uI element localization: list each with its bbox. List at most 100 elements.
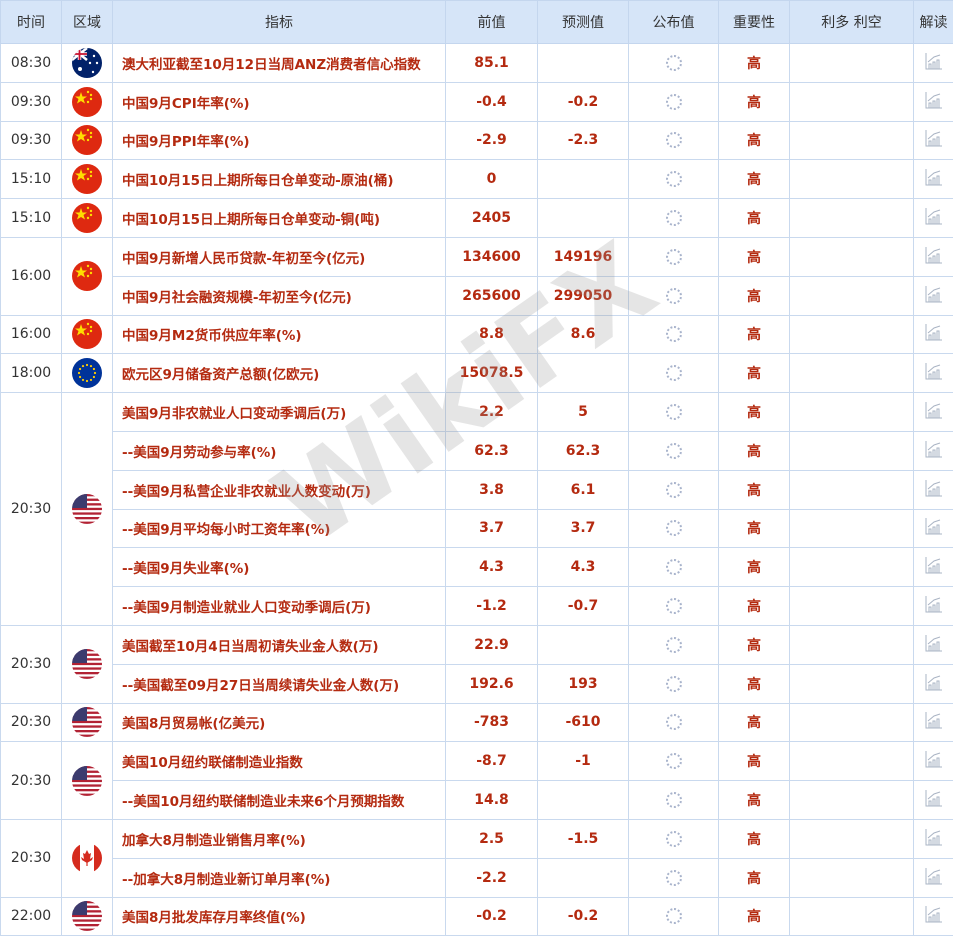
- importance: 高: [719, 354, 790, 393]
- importance: 高: [719, 742, 790, 781]
- importance: 高: [719, 44, 790, 83]
- indicator-name[interactable]: 中国9月社会融资规模-年初至今(亿元): [113, 276, 446, 315]
- chart-analysis-icon[interactable]: [925, 291, 943, 307]
- chart-analysis-icon[interactable]: [925, 640, 943, 656]
- eu-flag-icon: [72, 358, 102, 388]
- previous-value: 2.5: [446, 819, 538, 858]
- indicator-name[interactable]: 美国截至10月4日当周初请失业金人数(万): [113, 625, 446, 664]
- chart-analysis-icon[interactable]: [925, 717, 943, 733]
- indicator-name[interactable]: 中国10月15日上期所每日仓单变动-原油(桶): [113, 160, 446, 199]
- chart-analysis-icon[interactable]: [925, 252, 943, 268]
- impact-cell: [790, 431, 914, 470]
- loading-spinner-icon: [666, 404, 682, 420]
- chart-analysis-icon[interactable]: [925, 562, 943, 578]
- forecast-value: -0.2: [538, 897, 629, 936]
- chart-analysis-icon[interactable]: [925, 873, 943, 889]
- chart-analysis-icon[interactable]: [925, 911, 943, 927]
- indicator-name[interactable]: 中国9月CPI年率(%): [113, 82, 446, 121]
- china-flag-icon: [72, 87, 102, 117]
- loading-spinner-icon: [666, 210, 682, 226]
- canada-flag-icon: [72, 843, 102, 873]
- indicator-name[interactable]: 澳大利亚截至10月12日当周ANZ消费者信心指数: [113, 44, 446, 83]
- loading-spinner-icon: [666, 249, 682, 265]
- header-indicator: 指标: [113, 1, 446, 44]
- chart-analysis-icon[interactable]: [925, 368, 943, 384]
- importance: 高: [719, 82, 790, 121]
- importance: 高: [719, 858, 790, 897]
- chart-analysis-icon[interactable]: [925, 135, 943, 151]
- header-forecast: 预测值: [538, 1, 629, 44]
- previous-value: 2405: [446, 199, 538, 238]
- previous-value: 2.2: [446, 393, 538, 432]
- indicator-name[interactable]: 美国8月贸易帐(亿美元): [113, 703, 446, 742]
- chart-analysis-icon[interactable]: [925, 329, 943, 345]
- indicator-name[interactable]: 加拿大8月制造业销售月率(%): [113, 819, 446, 858]
- previous-value: 14.8: [446, 781, 538, 820]
- indicator-name[interactable]: --美国9月私营企业非农就业人数变动(万): [113, 470, 446, 509]
- chart-analysis-icon[interactable]: [925, 407, 943, 423]
- chart-analysis-icon[interactable]: [925, 523, 943, 539]
- indicator-name[interactable]: --美国截至09月27日当周续请失业金人数(万): [113, 664, 446, 703]
- importance: 高: [719, 548, 790, 587]
- previous-value: 134600: [446, 237, 538, 276]
- indicator-name[interactable]: --美国9月劳动参与率(%): [113, 431, 446, 470]
- impact-cell: [790, 509, 914, 548]
- chart-analysis-icon[interactable]: [925, 485, 943, 501]
- chart-analysis-icon[interactable]: [925, 795, 943, 811]
- china-flag-icon: [72, 125, 102, 155]
- indicator-name[interactable]: --美国9月制造业就业人口变动季调后(万): [113, 587, 446, 626]
- impact-cell: [790, 354, 914, 393]
- chart-analysis-icon[interactable]: [925, 174, 943, 190]
- loading-spinner-icon: [666, 714, 682, 730]
- event-time: 15:10: [1, 160, 62, 199]
- indicator-name[interactable]: 美国8月批发库存月率终值(%): [113, 897, 446, 936]
- chart-analysis-icon[interactable]: [925, 834, 943, 850]
- previous-value: -2.2: [446, 858, 538, 897]
- header-time: 时间: [1, 1, 62, 44]
- event-time: 20:30: [1, 393, 62, 626]
- chart-analysis-icon[interactable]: [925, 601, 943, 617]
- china-flag-icon: [72, 164, 102, 194]
- forecast-value: [538, 781, 629, 820]
- indicator-name[interactable]: 中国9月PPI年率(%): [113, 121, 446, 160]
- indicator-name[interactable]: 中国9月M2货币供应年率(%): [113, 315, 446, 354]
- loading-spinner-icon: [666, 482, 682, 498]
- chart-analysis-icon[interactable]: [925, 756, 943, 772]
- indicator-name[interactable]: 中国10月15日上期所每日仓单变动-铜(吨): [113, 199, 446, 238]
- chart-analysis-icon[interactable]: [925, 446, 943, 462]
- forecast-value: 6.1: [538, 470, 629, 509]
- chart-analysis-icon[interactable]: [925, 213, 943, 229]
- importance: 高: [719, 276, 790, 315]
- previous-value: 0: [446, 160, 538, 199]
- impact-cell: [790, 858, 914, 897]
- previous-value: 8.8: [446, 315, 538, 354]
- indicator-name[interactable]: --美国10月纽约联储制造业未来6个月预期指数: [113, 781, 446, 820]
- chart-analysis-icon[interactable]: [925, 679, 943, 695]
- forecast-value: 3.7: [538, 509, 629, 548]
- indicator-name[interactable]: --美国9月失业率(%): [113, 548, 446, 587]
- chart-analysis-icon[interactable]: [925, 97, 943, 113]
- indicator-name[interactable]: 美国9月非农就业人口变动季调后(万): [113, 393, 446, 432]
- indicator-name[interactable]: 欧元区9月储备资产总额(亿欧元): [113, 354, 446, 393]
- importance: 高: [719, 897, 790, 936]
- event-time: 08:30: [1, 44, 62, 83]
- importance: 高: [719, 199, 790, 238]
- indicator-name[interactable]: 美国10月纽约联储制造业指数: [113, 742, 446, 781]
- importance: 高: [719, 121, 790, 160]
- indicator-name[interactable]: --加拿大8月制造业新订单月率(%): [113, 858, 446, 897]
- loading-spinner-icon: [666, 171, 682, 187]
- event-time: 09:30: [1, 82, 62, 121]
- loading-spinner-icon: [666, 676, 682, 692]
- chart-analysis-icon[interactable]: [925, 58, 943, 74]
- indicator-name[interactable]: --美国9月平均每小时工资年率(%): [113, 509, 446, 548]
- importance: 高: [719, 625, 790, 664]
- indicator-name[interactable]: 中国9月新增人民币贷款-年初至今(亿元): [113, 237, 446, 276]
